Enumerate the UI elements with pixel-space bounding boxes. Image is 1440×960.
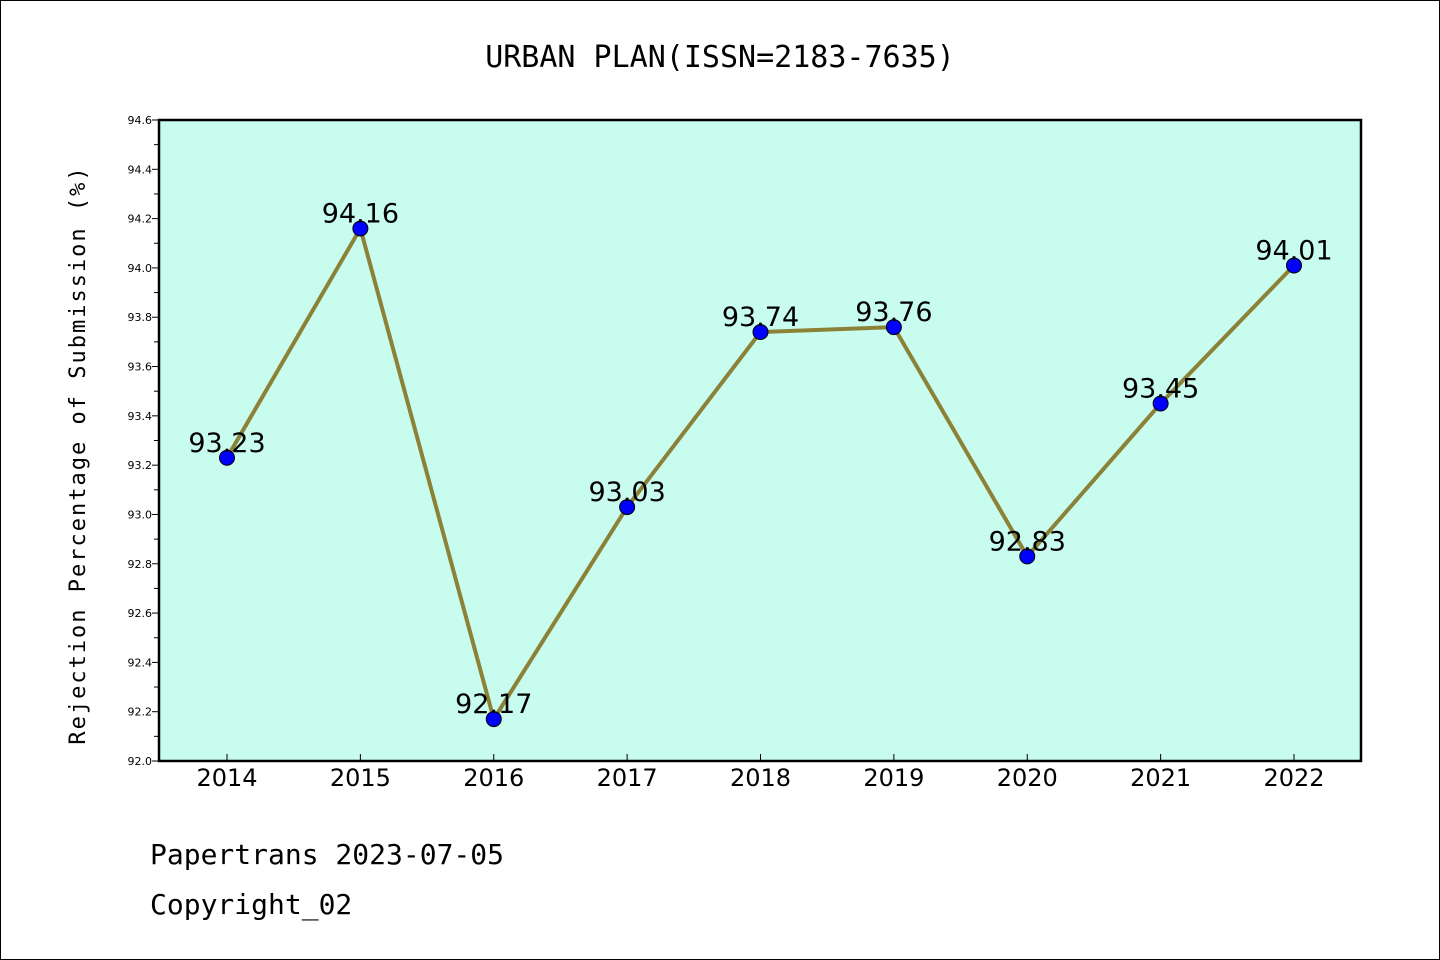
x-tick-label: 2016: [463, 764, 524, 792]
x-tick-label: 2022: [1263, 764, 1324, 792]
y-tick-label: 93.4: [128, 410, 153, 423]
data-label: 93.03: [588, 477, 665, 508]
x-tick-label: 2014: [196, 764, 257, 792]
data-label: 93.76: [855, 297, 932, 328]
x-axis-ticks: 2014 2015 2016 2017 2018 2019 2020 2021 2022: [196, 754, 1325, 792]
data-point: [352, 220, 369, 237]
y-tick-label: 93.6: [128, 361, 153, 374]
chart-title: URBAN PLAN(ISSN=2183-7635): [485, 40, 955, 75]
data-label: 93.23: [188, 428, 265, 459]
x-tick-label: 2017: [597, 764, 658, 792]
footer-line-2: Copyright_02: [150, 888, 352, 922]
data-point: [619, 499, 636, 516]
y-tick-label: 92.2: [128, 706, 153, 719]
y-tick-label: 93.0: [128, 508, 153, 521]
y-axis-label: Rejection Percentage of Submission (%): [66, 165, 91, 744]
y-tick-label: 92.4: [128, 656, 153, 669]
y-tick-label: 93.2: [128, 459, 153, 472]
x-tick-label: 2015: [330, 764, 391, 792]
data-label: 94.16: [322, 198, 399, 229]
data-label: 93.45: [1122, 374, 1199, 405]
data-point: [1019, 548, 1036, 565]
data-point: [219, 449, 235, 466]
data-label: 94.01: [1255, 235, 1332, 266]
data-label: 92.17: [455, 689, 532, 720]
x-tick-label: 2020: [997, 764, 1058, 792]
x-tick-label: 2018: [730, 764, 791, 792]
data-point: [1286, 257, 1302, 274]
y-tick-label: 92.0: [128, 755, 153, 768]
footer-line-1: Papertrans 2023-07-05: [150, 838, 504, 871]
x-tick-label: 2021: [1130, 764, 1191, 792]
y-tick-label: 94.0: [128, 262, 153, 275]
data-label: 93.74: [722, 302, 799, 333]
data-point: [1152, 395, 1169, 412]
y-axis-ticks: 92.0 92.2 92.4 92.6 92.8 93.0 93.2 93.4 93.6 93.8…: [128, 114, 159, 768]
y-tick-label: 94.6: [128, 114, 153, 127]
y-tick-label: 94.2: [128, 213, 153, 226]
y-tick-label: 92.8: [128, 558, 153, 571]
x-tick-label: 2019: [863, 764, 924, 792]
series-layer: [219, 220, 1302, 728]
y-tick-label: 94.4: [128, 163, 153, 176]
y-tick-label: 92.6: [128, 607, 153, 620]
data-labels-layer: 93.23 94.16 92.17 93.03 93.74 93.76 92.83 93.45…: [188, 198, 1332, 720]
data-point: [885, 319, 902, 336]
data-label: 92.83: [989, 526, 1066, 557]
y-tick-label: 93.8: [128, 311, 153, 324]
data-point: [485, 711, 502, 728]
data-point: [752, 324, 769, 341]
